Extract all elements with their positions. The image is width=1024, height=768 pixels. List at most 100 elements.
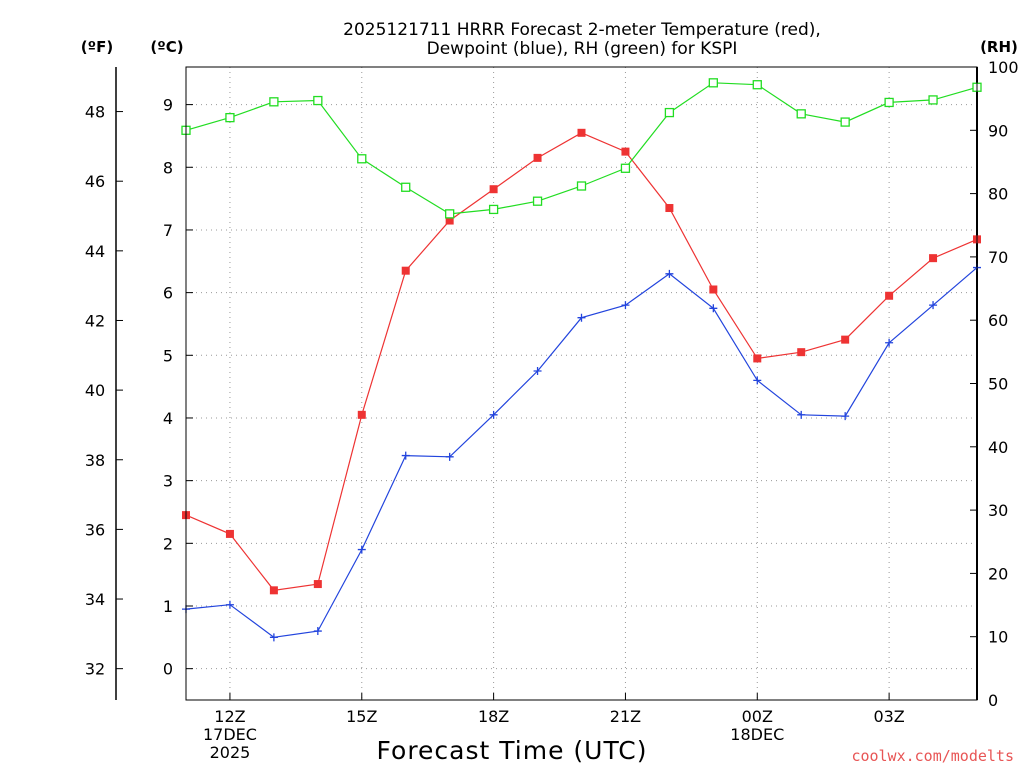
rh-point bbox=[445, 209, 455, 219]
dewpoint-point bbox=[357, 545, 366, 554]
fahrenheit-tick-label: 44 bbox=[85, 242, 105, 261]
dewpoint-point bbox=[445, 452, 454, 461]
celsius-tick-label: 0 bbox=[163, 660, 173, 679]
temperature-point bbox=[533, 153, 542, 162]
temperature-point bbox=[885, 291, 894, 300]
temperature-point bbox=[665, 204, 674, 213]
celsius-unit-label: (ºC) bbox=[150, 38, 183, 56]
dewpoint-point bbox=[929, 301, 938, 310]
dewpoint-line bbox=[185, 267, 978, 638]
x-tick-label: 15Z bbox=[346, 707, 377, 726]
dewpoint-point bbox=[577, 313, 586, 322]
rh-point bbox=[884, 97, 894, 108]
fahrenheit-tick-label: 40 bbox=[85, 381, 105, 400]
dewpoint-point bbox=[313, 627, 322, 636]
dewpoint-point bbox=[797, 410, 806, 419]
temperature-point bbox=[841, 335, 850, 344]
dewpoint-point bbox=[885, 338, 894, 347]
rh-point bbox=[620, 163, 631, 173]
rh-tick-label: 0 bbox=[988, 691, 998, 710]
dewpoint-point bbox=[225, 600, 234, 609]
temperature-point bbox=[709, 285, 718, 294]
rh-tick-label: 20 bbox=[988, 564, 1008, 583]
fahrenheit-tick-label: 38 bbox=[85, 451, 105, 470]
temperature-point bbox=[225, 529, 234, 538]
dewpoint-point bbox=[621, 301, 630, 310]
credit-text: coolwx.com/modelts bbox=[851, 747, 1014, 765]
temperature-line bbox=[185, 132, 978, 591]
celsius-tick-label: 6 bbox=[163, 284, 173, 303]
x-axis-label: Forecast Time (UTC) bbox=[377, 736, 648, 765]
fahrenheit-tick-label: 42 bbox=[85, 311, 105, 330]
x-tick-label: 18Z bbox=[478, 707, 509, 726]
fahrenheit-tick-label: 46 bbox=[85, 172, 105, 191]
celsius-tick-label: 7 bbox=[163, 221, 173, 240]
temperature-point bbox=[445, 216, 454, 225]
series-rh bbox=[181, 78, 982, 219]
rh-tick-label: 30 bbox=[988, 501, 1008, 520]
celsius-tick-label: 9 bbox=[163, 96, 173, 115]
fahrenheit-tick-label: 34 bbox=[85, 590, 105, 609]
rh-tick-label: 10 bbox=[988, 628, 1008, 647]
x-tick-label: 03Z bbox=[873, 707, 904, 726]
x-tick-label: 2025 bbox=[210, 743, 251, 762]
rh-point bbox=[576, 181, 587, 191]
rh-point bbox=[928, 95, 938, 105]
chart-title-line1: 2025121711 HRRR Forecast 2-meter Tempera… bbox=[343, 20, 821, 40]
rh-point bbox=[796, 109, 806, 119]
dewpoint-point bbox=[533, 366, 542, 375]
temperature-point bbox=[357, 410, 366, 419]
celsius-tick-label: 2 bbox=[163, 534, 173, 553]
rh-tick-label: 90 bbox=[988, 121, 1008, 140]
rh-line bbox=[185, 82, 978, 215]
series-dewpoint bbox=[182, 263, 981, 642]
x-tick-label: 21Z bbox=[610, 707, 641, 726]
dewpoint-point bbox=[665, 269, 674, 278]
rh-point bbox=[225, 112, 235, 123]
temperature-point bbox=[489, 185, 498, 194]
celsius-tick-label: 4 bbox=[163, 409, 173, 428]
fahrenheit-unit-label: (ºF) bbox=[81, 38, 113, 56]
temperature-point bbox=[269, 586, 278, 595]
temperature-point bbox=[401, 266, 410, 275]
rh-point bbox=[532, 196, 543, 206]
dewpoint-point bbox=[489, 410, 498, 419]
rh-tick-label: 50 bbox=[988, 375, 1008, 394]
series-temperature bbox=[182, 128, 981, 595]
x-tick-label: 18DEC bbox=[730, 725, 784, 744]
dewpoint-point bbox=[401, 451, 410, 460]
rh-unit-label: (RH) bbox=[980, 38, 1018, 56]
dewpoint-point bbox=[269, 633, 278, 642]
rh-point bbox=[357, 154, 367, 164]
rh-point bbox=[840, 117, 850, 127]
rh-point bbox=[488, 204, 499, 215]
temperature-point bbox=[313, 580, 322, 589]
dewpoint-point bbox=[841, 412, 850, 421]
celsius-tick-label: 3 bbox=[163, 472, 173, 491]
temperature-point bbox=[797, 348, 806, 357]
rh-point bbox=[752, 80, 762, 90]
rh-tick-label: 60 bbox=[988, 311, 1008, 330]
fahrenheit-tick-label: 48 bbox=[85, 103, 105, 122]
dewpoint-point bbox=[709, 304, 718, 313]
grid-lines bbox=[186, 67, 977, 700]
rh-point bbox=[664, 107, 675, 118]
rh-tick-label: 80 bbox=[988, 185, 1008, 204]
rh-point bbox=[313, 95, 323, 106]
rh-point bbox=[708, 78, 718, 88]
temperature-point bbox=[929, 254, 938, 263]
rh-point bbox=[401, 182, 411, 192]
rh-point bbox=[269, 97, 279, 107]
rh-tick-label: 40 bbox=[988, 438, 1008, 457]
temperature-point bbox=[577, 128, 586, 137]
x-tick-label: 17DEC bbox=[203, 725, 257, 744]
fahrenheit-tick-label: 32 bbox=[85, 660, 105, 679]
temperature-point bbox=[621, 147, 630, 156]
fahrenheit-tick-label: 36 bbox=[85, 520, 105, 539]
x-tick-label: 12Z bbox=[214, 707, 245, 726]
rh-tick-label: 70 bbox=[988, 248, 1008, 267]
rh-tick-label: 100 bbox=[988, 58, 1019, 77]
celsius-tick-label: 8 bbox=[163, 158, 173, 177]
